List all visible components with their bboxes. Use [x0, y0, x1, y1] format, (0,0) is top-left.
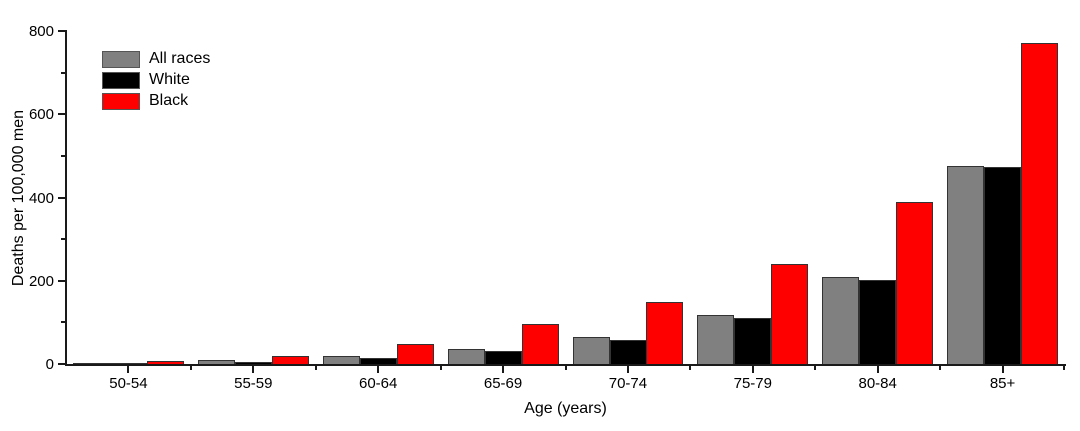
x-tick-label-75-79: 75-79	[733, 375, 772, 392]
x-minor-tick	[689, 366, 692, 370]
legend: All races White Black	[102, 50, 210, 113]
y-tick-label: 800	[28, 23, 54, 40]
bar-black-75-79	[771, 264, 809, 364]
bar-white-50-54	[110, 363, 147, 364]
x-major-tick	[751, 366, 754, 373]
bar-white-60-64	[359, 358, 397, 364]
legend-swatch-icon	[102, 92, 140, 110]
bar-white-55-59	[234, 362, 272, 364]
x-major-tick	[876, 366, 879, 373]
legend-row-black: Black	[102, 92, 210, 110]
y-minor-tick	[61, 154, 66, 157]
bar-white-80-84	[859, 280, 897, 364]
bar-black-50-54	[146, 361, 184, 364]
x-major-tick	[252, 366, 255, 373]
x-tick-label-50-54: 50-54	[109, 375, 148, 392]
legend-row-all-races: All races	[102, 50, 210, 68]
bar-white-70-74	[609, 340, 647, 364]
bar-all-races-80-84	[822, 277, 860, 364]
bar-all-races-65-69	[447, 349, 485, 364]
legend-swatch-icon	[102, 71, 140, 89]
legend-swatch-icon	[102, 50, 140, 68]
y-major-tick	[58, 30, 66, 32]
bar-black-70-74	[646, 302, 684, 364]
x-axis-line	[65, 364, 1066, 366]
y-major-tick	[58, 279, 66, 282]
x-tick-label-85+: 85+	[989, 375, 1016, 392]
bar-all-races-50-54	[73, 363, 110, 364]
x-major-tick	[1001, 366, 1004, 373]
y-tick-label: 200	[28, 272, 54, 290]
bar-all-races-85+	[947, 166, 985, 364]
y-major-tick	[58, 196, 66, 199]
x-tick-label-80-84: 80-84	[858, 375, 897, 392]
legend-label: White	[149, 71, 190, 88]
x-minor-tick	[314, 366, 317, 370]
x-tick-label-55-59: 55-59	[234, 375, 273, 392]
bar-all-races-60-64	[322, 356, 360, 364]
y-major-tick	[58, 363, 66, 365]
y-tick-label: 600	[28, 106, 54, 124]
x-tick-label-60-64: 60-64	[359, 375, 398, 392]
y-minor-tick	[61, 71, 66, 74]
bar-white-65-69	[484, 351, 522, 364]
x-minor-tick	[189, 366, 192, 370]
y-minor-tick	[61, 238, 66, 241]
x-minor-tick	[564, 366, 567, 370]
legend-row-white: White	[102, 71, 210, 89]
y-tick-label: 400	[28, 189, 54, 207]
x-minor-tick	[814, 366, 817, 370]
bar-all-races-55-59	[197, 360, 235, 364]
x-minor-tick	[939, 366, 942, 370]
bar-black-55-59	[271, 356, 309, 364]
legend-label: Black	[149, 92, 189, 109]
x-minor-tick	[439, 366, 442, 370]
y-minor-tick	[61, 321, 66, 324]
legend-label: All races	[149, 50, 211, 67]
x-tick-label-70-74: 70-74	[608, 375, 648, 392]
x-major-tick	[626, 366, 629, 373]
x-axis-title: Age (years)	[524, 400, 607, 417]
y-tick-label: 0	[45, 356, 54, 373]
x-major-tick	[502, 366, 505, 373]
bar-white-75-79	[734, 318, 772, 364]
bar-black-85+	[1021, 43, 1058, 364]
bar-all-races-75-79	[697, 315, 735, 364]
bar-black-60-64	[396, 344, 434, 364]
bar-black-80-84	[896, 202, 934, 364]
x-major-tick	[377, 366, 380, 373]
bar-all-races-70-74	[572, 337, 610, 364]
y-major-tick	[58, 113, 66, 116]
bar-black-65-69	[521, 324, 559, 364]
y-axis-line	[65, 30, 67, 366]
x-major-tick	[127, 366, 130, 373]
bar-white-85+	[984, 167, 1022, 364]
x-tick-label-65-69: 65-69	[483, 375, 523, 392]
x-minor-tick	[1063, 366, 1065, 370]
